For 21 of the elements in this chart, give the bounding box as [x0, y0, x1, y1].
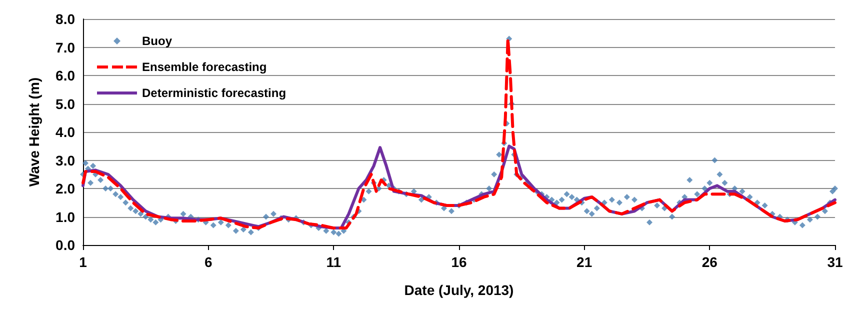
y-tick-label: 0.0 — [56, 237, 76, 253]
x-axis-title: Date (July, 2013) — [404, 282, 514, 298]
legend-label: Buoy — [142, 34, 172, 48]
legend-label: Deterministic forecasting — [142, 86, 286, 100]
x-tick-label: 16 — [451, 254, 467, 270]
y-tick-label: 3.0 — [56, 152, 76, 168]
x-tick-label: 31 — [827, 254, 843, 270]
x-tick-label: 21 — [576, 254, 592, 270]
y-axis-title: Wave Height (m) — [26, 77, 42, 187]
y-tick-label: 2.0 — [56, 180, 76, 196]
y-tick-label: 6.0 — [56, 68, 76, 84]
y-tick-label: 5.0 — [56, 96, 76, 112]
y-tick-label: 1.0 — [56, 208, 76, 225]
x-tick-label: 26 — [702, 254, 718, 270]
x-tick-label: 11 — [326, 254, 342, 270]
y-tick-label: 4.0 — [56, 124, 76, 140]
y-tick-label: 8.0 — [56, 11, 76, 27]
x-tick-label: 1 — [79, 254, 88, 270]
legend-label: Ensemble forecasting — [142, 60, 267, 74]
y-tick-label: 7.0 — [56, 39, 76, 56]
x-tick-label: 6 — [204, 254, 212, 270]
